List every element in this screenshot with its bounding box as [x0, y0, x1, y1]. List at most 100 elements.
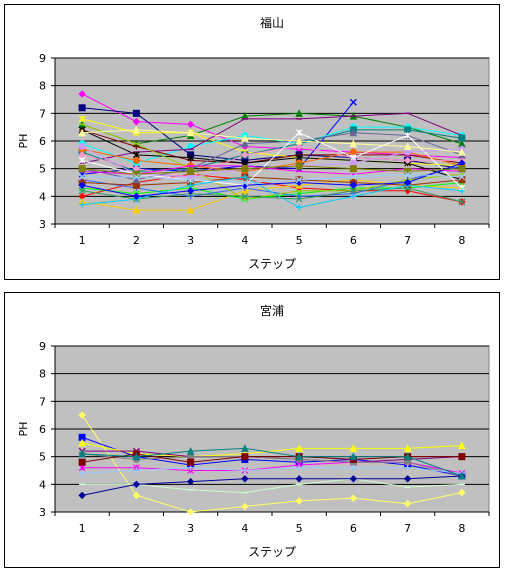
data-point [295, 136, 303, 145]
series-line [81, 123, 462, 200]
data-point [295, 475, 303, 483]
data-point [458, 187, 465, 194]
data-point [349, 444, 358, 452]
x-tick-label: 7 [404, 522, 411, 535]
data-point [132, 156, 140, 164]
data-point [403, 444, 412, 452]
data-point [132, 125, 141, 134]
data-point [78, 156, 86, 164]
data-point [295, 129, 303, 137]
data-point [458, 198, 466, 206]
data-point [295, 142, 303, 151]
data-point [458, 173, 466, 181]
data-point [78, 438, 86, 447]
series-line [82, 467, 462, 474]
data-point [79, 201, 86, 208]
x-tick-label: 3 [187, 522, 194, 535]
y-tick-label: 5 [39, 163, 46, 176]
data-point [241, 444, 249, 452]
data-point [132, 151, 140, 159]
data-point [186, 206, 195, 214]
data-point [133, 143, 140, 150]
data-point [349, 452, 358, 461]
series-line [82, 447, 463, 477]
data-point [78, 491, 86, 500]
data-point [78, 187, 86, 195]
chart-title: 宮浦 [260, 303, 284, 318]
data-point [132, 175, 141, 184]
data-point [241, 453, 249, 461]
series-line [81, 436, 462, 477]
data-point [132, 192, 141, 201]
data-point [295, 154, 303, 162]
x-tick-label: 7 [404, 234, 411, 247]
y-tick-label: 7 [39, 107, 46, 120]
data-point [78, 143, 86, 151]
series-line [82, 129, 462, 153]
series-line [82, 173, 462, 184]
x-tick-label: 5 [296, 234, 303, 247]
data-point [241, 173, 248, 180]
data-point [241, 151, 249, 159]
data-point [403, 142, 412, 151]
x-tick-label: 8 [458, 522, 465, 535]
data-point [186, 477, 195, 486]
data-point [241, 467, 248, 474]
series-line [81, 129, 462, 172]
data-point [350, 464, 357, 471]
series-line [82, 176, 462, 186]
data-point [458, 471, 466, 480]
series-line [82, 187, 462, 203]
data-point [404, 132, 412, 139]
x-tick-label: 3 [187, 234, 194, 247]
y-tick-label: 7 [39, 395, 46, 408]
series-26 [78, 162, 466, 178]
chart-title: 福山 [260, 15, 284, 30]
series-1 [78, 411, 466, 516]
data-point [349, 98, 357, 106]
series-line [81, 112, 463, 145]
series-11 [78, 444, 466, 480]
data-point [404, 170, 412, 178]
data-point [349, 128, 358, 137]
x-axis-label: ステップ [248, 545, 296, 559]
data-point [350, 193, 357, 200]
data-point [132, 117, 141, 126]
data-point [349, 475, 358, 483]
data-point [78, 170, 86, 178]
x-tick-label: 4 [241, 234, 248, 247]
series-line [82, 165, 462, 175]
series-line [82, 475, 462, 496]
data-point [241, 192, 249, 200]
data-point [78, 165, 86, 173]
data-point [349, 173, 357, 181]
data-point [295, 195, 303, 203]
series-20 [78, 184, 466, 206]
data-point [295, 176, 303, 184]
data-point [132, 452, 141, 461]
data-point [458, 453, 466, 461]
y-tick-label: 8 [39, 368, 46, 381]
data-point [295, 497, 303, 505]
y-tick-label: 4 [39, 478, 46, 491]
data-point [133, 467, 140, 474]
data-point [296, 204, 303, 211]
data-point [295, 109, 303, 117]
y-tick-label: 5 [39, 451, 46, 464]
series-line [82, 162, 463, 197]
chart-fukuyama-svg: 福山 3 4 5 6 7 8 9 1 2 3 4 5 6 7 8 ステップ PH [17, 15, 490, 271]
data-point [187, 154, 195, 162]
y-tick-label: 3 [39, 506, 46, 519]
series-line [82, 176, 462, 208]
data-point [295, 452, 303, 461]
series-line [82, 478, 462, 494]
data-point [78, 128, 86, 137]
data-point [186, 187, 195, 195]
data-point [186, 128, 195, 137]
y-axis-label: PH [17, 134, 30, 149]
data-point [458, 147, 466, 156]
series-line [82, 442, 462, 458]
data-point [78, 115, 86, 123]
x-tick-label: 2 [133, 234, 140, 247]
data-point [187, 176, 195, 184]
